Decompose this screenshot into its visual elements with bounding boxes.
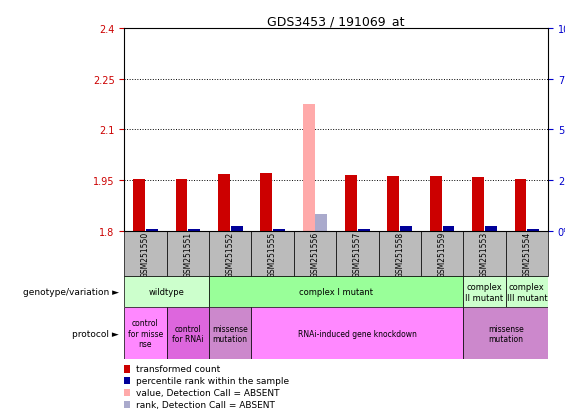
Bar	[506, 231, 548, 277]
Bar	[273, 230, 285, 231]
Bar	[336, 231, 379, 277]
Bar	[188, 230, 200, 231]
Text: GSM251552: GSM251552	[226, 231, 234, 277]
Text: control
for misse
nse: control for misse nse	[128, 319, 163, 348]
Bar	[506, 277, 548, 308]
Bar	[167, 308, 209, 359]
Text: transformed count: transformed count	[136, 365, 220, 373]
Bar	[421, 231, 463, 277]
Bar	[472, 178, 484, 231]
Bar	[463, 308, 548, 359]
Bar	[124, 389, 130, 396]
Bar	[124, 277, 209, 308]
Text: percentile rank within the sample: percentile rank within the sample	[136, 376, 289, 385]
Text: RNAi-induced gene knockdown: RNAi-induced gene knockdown	[298, 329, 417, 338]
Bar	[294, 231, 336, 277]
Text: missense
mutation: missense mutation	[488, 324, 524, 343]
Bar	[146, 229, 158, 231]
Text: wildtype: wildtype	[149, 288, 185, 297]
Bar	[315, 214, 327, 231]
Bar	[515, 180, 527, 231]
Bar	[463, 231, 506, 277]
Text: value, Detection Call = ABSENT: value, Detection Call = ABSENT	[136, 388, 279, 397]
Bar	[133, 180, 145, 231]
Bar	[124, 365, 130, 373]
Bar	[303, 105, 315, 231]
Bar	[379, 231, 421, 277]
Text: complex
III mutant: complex III mutant	[507, 282, 547, 302]
Bar	[209, 231, 251, 277]
Text: complex
II mutant: complex II mutant	[466, 282, 503, 302]
Text: rank, Detection Call = ABSENT: rank, Detection Call = ABSENT	[136, 400, 275, 409]
Bar	[260, 173, 272, 231]
Text: GSM251557: GSM251557	[353, 231, 362, 277]
Bar	[485, 226, 497, 231]
Text: GSM251559: GSM251559	[438, 231, 446, 277]
Bar	[176, 180, 188, 231]
Bar	[463, 277, 506, 308]
Bar	[124, 401, 130, 408]
Bar	[231, 226, 242, 231]
Bar	[209, 277, 463, 308]
Text: complex I mutant: complex I mutant	[299, 288, 373, 297]
Text: GSM251553: GSM251553	[480, 231, 489, 277]
Bar	[442, 226, 454, 231]
Text: protocol ►: protocol ►	[72, 329, 119, 338]
Title: GDS3453 / 191069_at: GDS3453 / 191069_at	[267, 15, 405, 28]
Bar	[124, 377, 130, 385]
Bar	[358, 230, 370, 231]
Bar	[218, 175, 230, 231]
Bar	[209, 308, 251, 359]
Bar	[430, 176, 442, 231]
Bar	[251, 308, 463, 359]
Bar	[251, 231, 294, 277]
Text: GSM251554: GSM251554	[523, 231, 531, 277]
Text: GSM251555: GSM251555	[268, 231, 277, 277]
Text: missense
mutation: missense mutation	[212, 324, 248, 343]
Text: GSM251556: GSM251556	[311, 231, 319, 277]
Bar	[388, 177, 399, 231]
Bar	[167, 231, 209, 277]
Bar	[527, 230, 539, 231]
Text: control
for RNAi: control for RNAi	[172, 324, 203, 343]
Text: GSM251551: GSM251551	[184, 231, 192, 277]
Text: GSM251550: GSM251550	[141, 231, 150, 277]
Bar	[124, 308, 167, 359]
Text: genotype/variation ►: genotype/variation ►	[23, 288, 119, 297]
Bar	[345, 175, 357, 231]
Text: GSM251558: GSM251558	[396, 231, 404, 277]
Bar	[124, 231, 167, 277]
Bar	[400, 226, 412, 231]
